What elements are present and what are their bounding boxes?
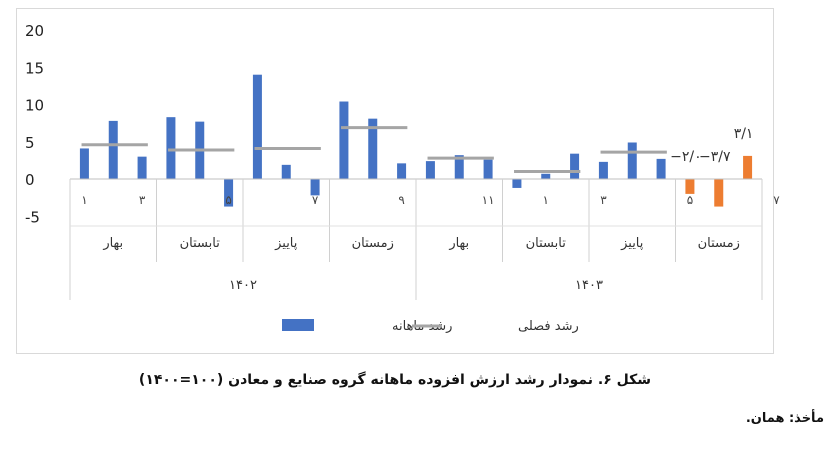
- season-label: پاییز: [274, 236, 298, 251]
- season-label: تابستان: [180, 236, 221, 251]
- y-tick-label: 0: [25, 171, 35, 189]
- monthly-growth-bar: [166, 117, 176, 179]
- monthly-growth-bar: [425, 161, 435, 179]
- legend-label-seasonal: رشد فصلی: [518, 319, 579, 334]
- month-tick-label: ۹: [398, 193, 404, 207]
- month-tick-label: ۵: [225, 193, 231, 207]
- monthly-growth-bar: [483, 159, 493, 179]
- y-tick-label: 5: [25, 134, 35, 152]
- season-label: زمستان: [352, 236, 394, 251]
- monthly-growth-bar: [310, 179, 320, 196]
- season-label: پاییز: [620, 236, 644, 251]
- month-tick-label: ۳: [600, 193, 607, 207]
- figure-caption: شکل ۶. نمودار رشد ارزش افزوده ماهانه گرو…: [138, 372, 652, 388]
- source-note: مأخذ: همان.: [745, 411, 824, 426]
- y-tick-label: 20: [25, 22, 44, 40]
- monthly-growth-bar: [714, 179, 724, 207]
- monthly-growth-bar: [512, 179, 522, 188]
- month-tick-label: ۱۱: [482, 193, 495, 207]
- month-tick-label: ۵: [687, 193, 693, 207]
- monthly-growth-bar: [108, 120, 118, 179]
- season-label: بهار: [102, 236, 123, 251]
- season-label: بهار: [448, 236, 469, 251]
- data-label: −۳/۷: [699, 149, 731, 165]
- monthly-growth-bar: [397, 163, 407, 179]
- monthly-growth-bar: [252, 74, 262, 179]
- monthly-growth-bar: [368, 118, 378, 179]
- month-tick-label: ۱: [543, 193, 549, 207]
- month-tick-label: ۷: [773, 193, 780, 207]
- monthly-growth-bar: [598, 161, 608, 179]
- monthly-growth-bar: [656, 158, 666, 179]
- monthly-growth-bar: [570, 153, 580, 179]
- monthly-growth-bar: [281, 164, 291, 179]
- season-label: تابستان: [526, 236, 567, 251]
- year-label: ۱۴۰۲: [229, 278, 257, 293]
- y-tick-label: 15: [25, 59, 44, 77]
- month-tick-label: ۱: [81, 193, 87, 207]
- monthly-growth-bar: [79, 148, 89, 179]
- year-label: ۱۴۰۳: [575, 278, 603, 293]
- month-tick-label: ۳: [139, 193, 146, 207]
- monthly-growth-bar: [685, 179, 695, 194]
- monthly-growth-bar: [743, 155, 753, 179]
- chart-frame: [16, 8, 774, 354]
- y-tick-label: 10: [25, 97, 44, 115]
- month-tick-label: ۷: [312, 193, 319, 207]
- monthly-growth-bar: [224, 179, 234, 207]
- monthly-growth-bar: [339, 101, 349, 179]
- data-label: ۳/۱: [734, 126, 754, 142]
- monthly-growth-bar: [137, 156, 147, 179]
- data-label: −۲/۰: [670, 149, 702, 165]
- monthly-growth-bar: [627, 142, 637, 179]
- y-tick-label: -5: [25, 208, 40, 226]
- monthly-growth-bar: [541, 173, 551, 179]
- legend-swatch-monthly: [282, 319, 314, 331]
- monthly-growth-bar: [454, 155, 464, 179]
- season-label: زمستان: [698, 236, 740, 251]
